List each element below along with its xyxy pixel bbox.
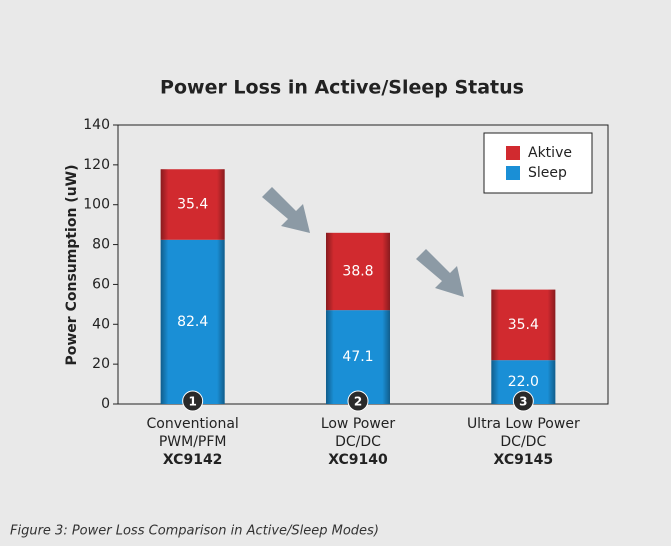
category-code: XC9140 bbox=[328, 452, 388, 468]
value-label: 35.4 bbox=[508, 317, 539, 333]
value-label: 35.4 bbox=[177, 197, 208, 213]
caption: Figure 3: Power Loss Comparison in Activ… bbox=[10, 524, 379, 539]
value-label: 38.8 bbox=[342, 263, 373, 279]
bar-shade bbox=[160, 239, 225, 404]
legend-label: Sleep bbox=[528, 165, 567, 181]
category-number: 2 bbox=[354, 395, 362, 409]
number-badge bbox=[512, 390, 534, 412]
value-label: 22.0 bbox=[508, 374, 539, 390]
y-tick-label: 120 bbox=[83, 157, 110, 173]
chart-title: Power Loss in Active/Sleep Status bbox=[160, 77, 524, 99]
x-tick-label: Low Power bbox=[321, 416, 396, 432]
x-tick-label: DC/DC bbox=[500, 434, 546, 450]
x-tick-label: Conventional bbox=[147, 416, 239, 432]
category-code: XC9145 bbox=[494, 452, 554, 468]
y-tick-label: 20 bbox=[92, 356, 110, 372]
y-tick-label: 60 bbox=[92, 276, 110, 292]
arrow bbox=[416, 249, 464, 297]
bar-shade bbox=[491, 289, 556, 361]
category-number: 3 bbox=[519, 395, 527, 409]
y-tick-label: 140 bbox=[83, 117, 110, 133]
arrow bbox=[262, 187, 310, 233]
category-number: 1 bbox=[188, 395, 196, 409]
legend-label: Aktive bbox=[528, 145, 572, 161]
value-label: 82.4 bbox=[177, 314, 208, 330]
x-tick-label: PWM/PFM bbox=[159, 434, 227, 450]
bar-shade bbox=[326, 232, 390, 311]
bar-shade bbox=[326, 310, 390, 404]
y-tick-label: 80 bbox=[92, 237, 110, 253]
arrows bbox=[262, 187, 464, 297]
value-label: 47.1 bbox=[342, 349, 373, 365]
x-tick-label: DC/DC bbox=[335, 434, 381, 450]
y-axis-title: Power Consumption (uW) bbox=[64, 164, 80, 365]
y-tick-label: 40 bbox=[92, 316, 110, 332]
y-tick-label: 0 bbox=[101, 396, 110, 412]
y-tick-label: 100 bbox=[83, 197, 110, 213]
number-badge bbox=[347, 390, 369, 412]
x-tick-label: Ultra Low Power bbox=[467, 416, 580, 432]
legend-swatch bbox=[506, 166, 520, 180]
bar-shade bbox=[160, 169, 225, 240]
legend-swatch bbox=[506, 146, 520, 160]
number-badge bbox=[182, 390, 204, 412]
category-code: XC9142 bbox=[163, 452, 223, 468]
legend-box bbox=[483, 132, 593, 194]
